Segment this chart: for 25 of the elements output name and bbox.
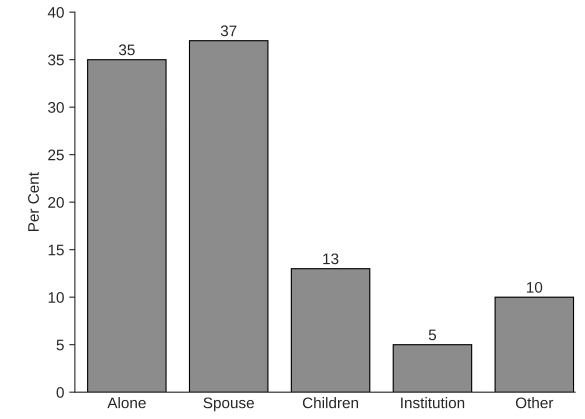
x-tick-label: Spouse — [203, 397, 254, 412]
y-axis-title: Per Cent — [28, 172, 39, 232]
y-tick-label: 25 — [48, 150, 64, 160]
y-tick-label: 20 — [48, 197, 64, 208]
x-tick-label: Other — [516, 397, 554, 408]
bar — [188, 40, 268, 392]
x-tick-label: Children — [302, 397, 358, 408]
y-tick-label: 10 — [48, 292, 64, 303]
y-tick-label: 0 — [56, 387, 64, 398]
y-tick-label: 15 — [48, 244, 64, 256]
data-label: 5 — [428, 330, 436, 340]
data-label: 37 — [220, 25, 236, 36]
y-tick-label: 35 — [48, 54, 64, 66]
y-tick-label: 30 — [48, 102, 64, 113]
bar — [87, 59, 167, 392]
data-label: 13 — [323, 253, 338, 264]
x-tick-label: Alone — [107, 397, 146, 408]
bar — [392, 344, 472, 392]
y-tick-label: 40 — [48, 7, 64, 18]
y-tick-label: 5 — [56, 340, 64, 350]
bar — [494, 296, 574, 392]
bar — [290, 268, 370, 392]
data-label: 10 — [526, 282, 542, 293]
data-label: 35 — [118, 44, 135, 56]
x-tick-label: Institution — [401, 397, 464, 408]
